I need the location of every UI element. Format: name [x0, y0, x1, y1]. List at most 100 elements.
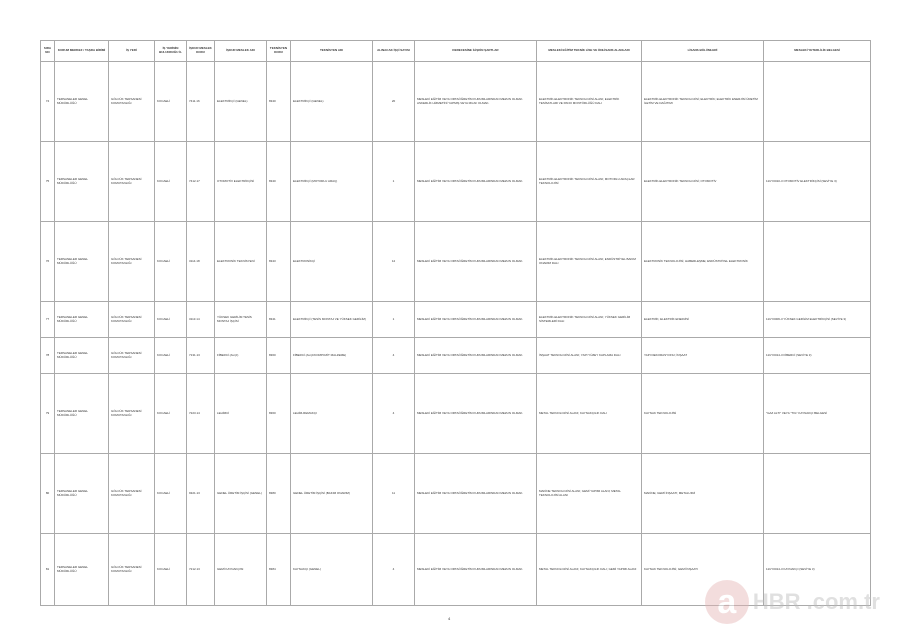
cell-count: 1	[372, 301, 415, 338]
cell-mesl	[763, 221, 871, 302]
cell-voc: İNŞAAT TEKNOLOJİSİ ALANI; YAPI YÜZEY KAP…	[536, 337, 642, 374]
cell-unit: TERSANELER GENEL MÜDÜRLÜĞÜ	[54, 221, 109, 302]
cell-lic: KAYNAK TEKNOLOJİSİ; GEMİ İNŞAATI	[641, 533, 764, 606]
cell-tname: ELEKTRİKÇİ (GENEL)	[290, 61, 373, 142]
cell-tname: LEHİM-REMAKÇI	[290, 373, 373, 454]
cell-job: OTOMOTİV ELEKTRİKÇİSİ	[214, 141, 267, 222]
cell-req: MESLEKİ EĞİTİM VEYA ORTAÖĞRETİM KURUMLAR…	[414, 373, 537, 454]
cell-no: 80	[40, 453, 55, 534]
cell-voc: ELEKTRİK-ELEKTRONİK TEKNOLOJİSİ ALANI; M…	[536, 141, 642, 222]
cell-unit: TERSANELER GENEL MÜDÜRLÜĞÜ	[54, 533, 109, 606]
table-row: 81 TERSANELER GENEL MÜDÜRLÜĞÜ GÖLCÜK TERSA…	[40, 533, 871, 606]
cell-unit: TERSANELER GENEL MÜDÜRLÜĞÜ	[54, 141, 109, 222]
cell-tname: ELEKTRONİKÇİ	[290, 221, 373, 302]
cell-lic: YAPI DEKORASYONU; İNŞAAT	[641, 337, 764, 374]
table-row: 76 TERSANELER GENEL MÜDÜRLÜĞÜ GÖLCÜK TERSA…	[40, 221, 871, 302]
cell-no: 77	[40, 301, 55, 338]
cell-no: 79	[40, 373, 55, 454]
cell-no: 78	[40, 337, 55, 374]
cell-tcode: 8380	[266, 453, 291, 534]
cell-no: 75	[40, 141, 55, 222]
cell-unit: TERSANELER GENEL MÜDÜRLÜĞÜ	[54, 453, 109, 534]
page-number: 4	[448, 616, 451, 621]
cell-count: 20	[372, 61, 415, 142]
column-header: İŞ YERİNİN BULUNDUĞU İL	[154, 40, 187, 62]
column-header: MESLEKİ EĞİTİM TEKNİK LİSE VE ÖNLİSANS A…	[536, 40, 642, 62]
cell-count: 1	[372, 141, 415, 222]
column-header: DERECESİNE İLİŞKİN ŞARTLAR	[414, 40, 537, 62]
cell-unit: TERSANELER GENEL MÜDÜRLÜĞÜ	[54, 61, 109, 142]
positions-table: SIRA NO KURUM MERKEZ / TAŞRA BİRİMİ İŞ YER…	[40, 40, 871, 606]
cell-job: ELEKTRONİK TEKNİSYENİ	[214, 221, 267, 302]
cell-job: ELEKTRİKÇİ (GENEL)	[214, 61, 267, 142]
cell-code: 7131.13	[186, 337, 215, 374]
cell-code: 7212.13	[186, 533, 215, 606]
table-row: 75 TERSANELER GENEL MÜDÜRLÜĞÜ GÖLCÜK TERSA…	[40, 141, 871, 222]
column-header: SIRA NO	[40, 40, 55, 62]
cell-lic: MAKİNE; GEMİ İNŞAATI; METALURJİ	[641, 453, 764, 534]
cell-tname: KAYNAKÇI (GENEL)	[290, 533, 373, 606]
cell-site: GÖLCÜK TERSANESİ KOMUTANLIĞI	[108, 221, 155, 302]
cell-tcode: 8360	[266, 373, 291, 454]
cell-count: 12	[372, 221, 415, 302]
table-row: 78 TERSANELER GENEL MÜDÜRLÜĞÜ GÖLCÜK TERSA…	[40, 337, 871, 374]
cell-voc: ELEKTRİK-ELEKTRONİK TEKNOLOJİSİ ALANI; E…	[536, 221, 642, 302]
cell-site: GÖLCÜK TERSANESİ KOMUTANLIĞI	[108, 453, 155, 534]
table-row: 74 TERSANELER GENEL MÜDÜRLÜĞÜ GÖLCÜK TERSA…	[40, 61, 871, 142]
column-header: KURUM MERKEZ / TAŞRA BİRİMİ	[54, 40, 109, 62]
cell-site: GÖLCÜK TERSANESİ KOMUTANLIĞI	[108, 301, 155, 338]
table-row: 80 TERSANELER GENEL MÜDÜRLÜĞÜ GÖLCÜK TERSA…	[40, 453, 871, 534]
cell-city: KOCAELİ	[154, 221, 187, 302]
cell-no: 74	[40, 61, 55, 142]
cell-tname: ELEKTRİKÇİ (TESİS MONTAJ VE YÜKSEK GERİL…	[290, 301, 373, 338]
cell-site: GÖLCÜK TERSANESİ KOMUTANLIĞI	[108, 373, 155, 454]
cell-req: MESLEKİ EĞİTİM VEYA ORTAÖĞRETİM KURUMLAR…	[414, 453, 537, 534]
column-header: TEKNİSYEN ADI	[290, 40, 373, 62]
table-row: 79 TERSANELER GENEL MÜDÜRLÜĞÜ GÖLCÜK TERSA…	[40, 373, 871, 454]
cell-mesl: 11UY0014-3 FİBERCİ (SEVİYE 3)	[763, 337, 871, 374]
column-header: TEKNİSYEN KODU	[266, 40, 291, 62]
cell-tcode: 8343	[266, 221, 291, 302]
cell-mesl	[763, 61, 871, 142]
cell-city: KOCAELİ	[154, 453, 187, 534]
cell-mesl: 11UY0014-3 KAYNAKÇI (SEVİYE 3)	[763, 533, 871, 606]
column-header: ALINACAK İŞÇİ SAYISI	[372, 40, 415, 62]
cell-unit: TERSANELER GENEL MÜDÜRLÜĞÜ	[54, 337, 109, 374]
column-header: İŞKUR MESLEK ADI	[214, 40, 267, 62]
cell-mesl: 11UY0006-3 YÜKSEK GERİLİM ELEKTRİKÇİSİ (…	[763, 301, 871, 338]
cell-tname: ELEKTRİKÇİ (MOTORLU ARAÇ)	[290, 141, 373, 222]
cell-tcode: 8341	[266, 301, 291, 338]
cell-voc: MAKİNE TEKNOLOJİSİ ALANI; GEMİ YAPIMI AL…	[536, 453, 642, 534]
cell-voc: ELEKTRİK-ELEKTRONİK TEKNOLOJİSİ ALANI; Y…	[536, 301, 642, 338]
cell-city: KOCAELİ	[154, 141, 187, 222]
cell-tname: FİBERCİ (ALÇI/KOMPOZİT MALZEME)	[290, 337, 373, 374]
cell-no: 76	[40, 221, 55, 302]
cell-tcode: 8360	[266, 337, 291, 374]
cell-count: 4	[372, 337, 415, 374]
cell-city: KOCAELİ	[154, 373, 187, 454]
cell-tname: GENEL ÜRETİM İŞÇİSİ (BAKIM ONARIM)	[290, 453, 373, 534]
cell-count: 4	[372, 373, 415, 454]
cell-mesl: 11UY0010-3 OTOMOTİV ELEKTRİKÇİSİ (SEVİYE…	[763, 141, 871, 222]
cell-job: FİBERCİ (ALÇI)	[214, 337, 267, 374]
cell-lic: ELEKTRİK; ELEKTRİK ENERJİSİ	[641, 301, 764, 338]
cell-lic: ELEKTRONİK TEKNOLOJİSİ; HABERLEŞME; ENDÜ…	[641, 221, 764, 302]
cell-tcode: 8340	[266, 61, 291, 142]
cell-voc: METAL TEKNOLOJİSİ ALANI; KAYNAKÇILIK DAL…	[536, 533, 642, 606]
column-header: İŞ YERİ	[108, 40, 155, 62]
cell-unit: TERSANELER GENEL MÜDÜRLÜĞÜ	[54, 373, 109, 454]
cell-code: 3114.18	[186, 221, 215, 302]
cell-site: GÖLCÜK TERSANESİ KOMUTANLIĞI	[108, 337, 155, 374]
cell-count: 11	[372, 453, 415, 534]
cell-req: MESLEKİ EĞİTİM VEYA ORTAÖĞRETİM KURUMLAR…	[414, 141, 537, 222]
cell-tcode: 8384	[266, 533, 291, 606]
column-header: LİSANS BÖLÜMLERİ	[641, 40, 764, 62]
cell-req: MESLEKİ EĞİTİM VEYA ORTAÖĞRETİM KURUMLAR…	[414, 533, 537, 606]
cell-lic: ELEKTRİK-ELEKTRONİK TEKNOLOJİSİ; OTOMOTİ…	[641, 141, 764, 222]
cell-job: LEHİMCİ	[214, 373, 267, 454]
cell-code: 3113.14	[186, 301, 215, 338]
cell-city: KOCAELİ	[154, 301, 187, 338]
cell-site: GÖLCÜK TERSANESİ KOMUTANLIĞI	[108, 533, 155, 606]
table-row: 77 TERSANELER GENEL MÜDÜRLÜĞÜ GÖLCÜK TERSA…	[40, 301, 871, 338]
cell-job: GEMİ KAYNAKÇISI	[214, 533, 267, 606]
